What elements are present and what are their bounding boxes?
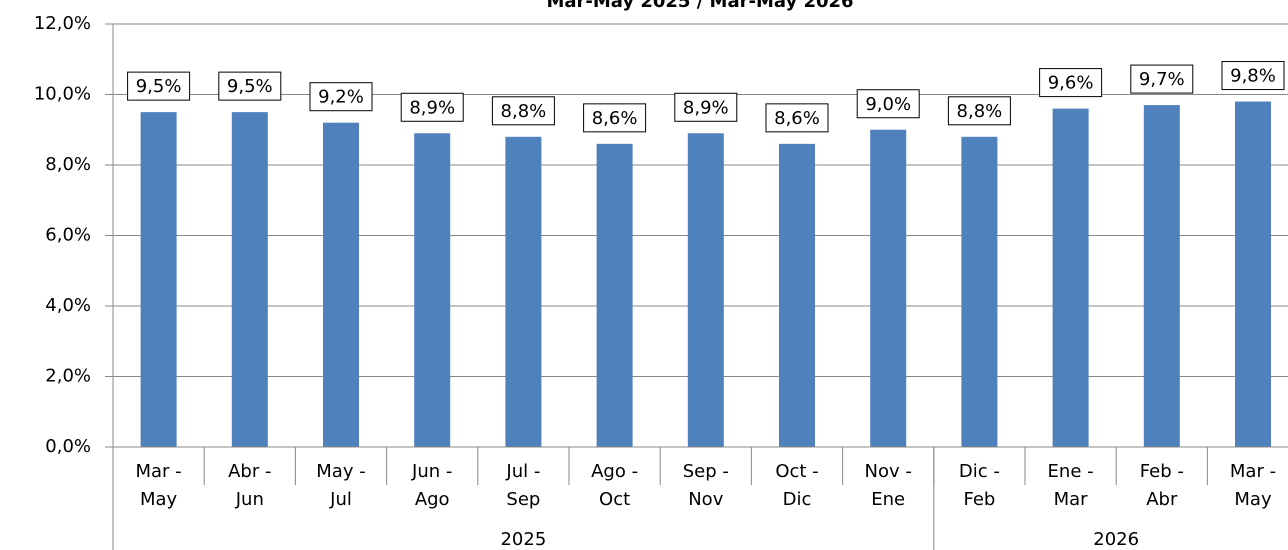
- bar: [414, 133, 451, 447]
- x-tick-label: May -: [316, 461, 365, 482]
- x-tick-label: Mar -: [136, 461, 182, 482]
- x-tick-label: Dic -: [959, 461, 1000, 482]
- y-tick-label: 10,0%: [34, 84, 91, 105]
- x-tick-label: Jul: [329, 489, 352, 510]
- x-tick-label: Sep -: [683, 461, 729, 482]
- y-tick-label: 2,0%: [45, 366, 91, 387]
- y-tick-label: 6,0%: [45, 225, 91, 246]
- value-label-box: [765, 103, 829, 133]
- x-tick-label: Mar -: [1230, 461, 1276, 482]
- x-tick-label: Feb -: [1140, 461, 1184, 482]
- value-label-box: [947, 96, 1011, 126]
- value-label: 9,7%: [1139, 69, 1185, 90]
- x-tick-label: Ago -: [591, 461, 638, 482]
- x-tick-label: Ene: [871, 489, 905, 510]
- value-label: 8,9%: [409, 97, 455, 118]
- x-tick-label: May: [140, 489, 178, 510]
- value-label: 9,8%: [1230, 66, 1276, 87]
- x-tick-label: Mar: [1054, 489, 1089, 510]
- value-label-box: [127, 71, 191, 101]
- value-label-box: [491, 96, 555, 126]
- bar: [231, 112, 268, 447]
- chart-title: Mar-May 2025 / Mar-May 2026: [546, 0, 853, 12]
- x-tick-label: Jun: [235, 489, 264, 510]
- x-tick-label: Ene -: [1048, 461, 1094, 482]
- bar: [1052, 108, 1089, 447]
- bar: [687, 133, 724, 447]
- bar: [1235, 101, 1271, 448]
- x-tick-label: Abr -: [228, 461, 271, 482]
- x-tick-label: Abr: [1146, 489, 1178, 510]
- x-tick-label: Nov: [688, 489, 723, 510]
- group-label: 2025: [500, 529, 546, 550]
- x-tick-label: Jul -: [505, 461, 540, 482]
- y-tick-label: 0,0%: [45, 436, 91, 457]
- y-tick-label: 8,0%: [45, 154, 91, 175]
- bar: [505, 136, 542, 448]
- x-tick-label: Oct -: [775, 461, 818, 482]
- value-label-box: [583, 103, 647, 133]
- value-label: 9,5%: [227, 76, 273, 97]
- value-label-box: [1130, 64, 1194, 94]
- x-tick-label: Nov -: [865, 461, 912, 482]
- x-tick-label: Sep: [506, 489, 540, 510]
- value-label: 9,5%: [136, 76, 182, 97]
- group-label: 2026: [1093, 529, 1139, 550]
- value-label: 8,9%: [683, 97, 729, 118]
- value-label-box: [218, 71, 282, 101]
- x-tick-label: Oct: [599, 489, 630, 510]
- x-tick-label: Ago: [415, 489, 450, 510]
- value-label: 9,2%: [318, 87, 364, 108]
- value-label: 8,6%: [774, 108, 820, 129]
- bar: [870, 129, 907, 447]
- value-label-box: [856, 89, 920, 119]
- bar: [140, 112, 177, 447]
- bar: [779, 143, 815, 447]
- value-label-box: [1221, 61, 1285, 91]
- bar: [1143, 105, 1180, 447]
- value-label-box: [674, 92, 738, 122]
- x-tick-label: Jun -: [411, 461, 452, 482]
- bar: [961, 136, 998, 448]
- x-tick-label: Feb: [963, 489, 995, 510]
- value-label-box: [400, 92, 464, 122]
- value-label: 9,0%: [865, 94, 911, 115]
- y-tick-label: 4,0%: [45, 295, 91, 316]
- bar: [596, 143, 633, 447]
- value-label: 8,8%: [501, 101, 547, 122]
- value-label-box: [309, 82, 373, 112]
- y-tick-label: 12,0%: [34, 13, 91, 34]
- value-label: 8,8%: [957, 101, 1003, 122]
- bar: [323, 122, 359, 447]
- value-label: 8,6%: [592, 108, 638, 129]
- x-tick-label: May: [1234, 489, 1272, 510]
- value-label: 9,6%: [1048, 73, 1094, 94]
- x-tick-label: Dic: [783, 489, 812, 510]
- value-label-box: [1039, 68, 1103, 98]
